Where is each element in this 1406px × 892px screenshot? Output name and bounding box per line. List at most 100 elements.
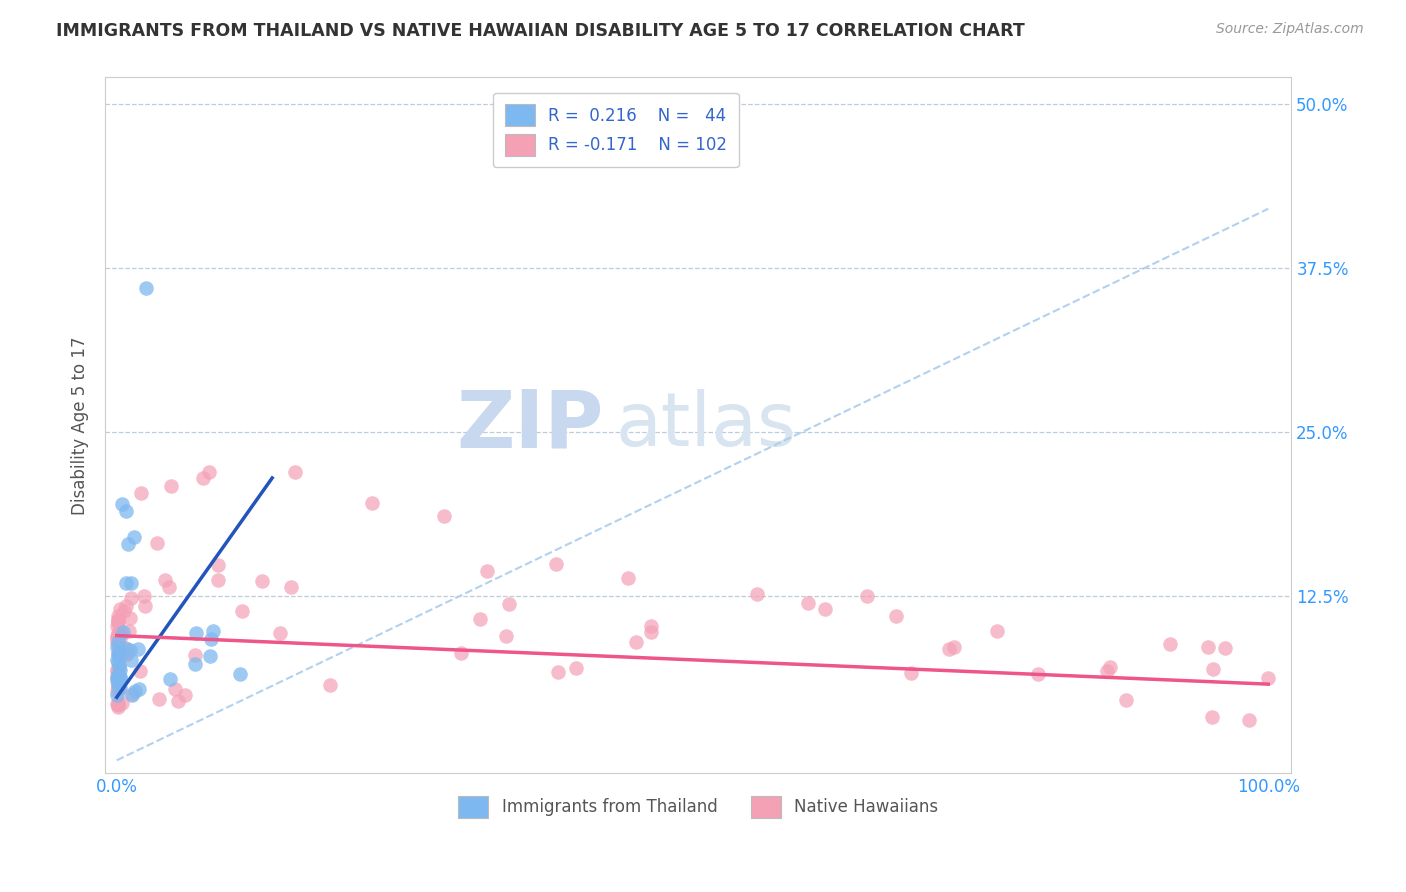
Point [107, 670, 129, 684]
Point [202, 624, 225, 639]
Point [450, 646, 472, 660]
Point [617, 571, 640, 585]
Point [127, 642, 149, 657]
Point [107, 655, 129, 669]
Point [159, 672, 181, 686]
Point [250, 574, 273, 589]
Point [269, 625, 291, 640]
Point [105, 684, 128, 698]
Point [107, 667, 129, 681]
Point [115, 599, 138, 613]
Point [108, 628, 131, 642]
Point [108, 650, 131, 665]
Point [114, 641, 136, 656]
Point [105, 665, 128, 679]
Point [284, 465, 307, 479]
Point [122, 530, 145, 544]
Point [105, 632, 128, 646]
Point [198, 648, 221, 663]
Point [111, 624, 134, 639]
Point [120, 591, 142, 606]
Point [183, 657, 205, 671]
Point [470, 612, 492, 626]
Point [797, 596, 820, 610]
Point [107, 698, 129, 712]
Point [433, 509, 456, 524]
Point [193, 471, 215, 485]
Point [1115, 693, 1137, 707]
Point [184, 625, 207, 640]
Point [108, 681, 131, 695]
Point [107, 673, 129, 688]
Point [640, 624, 662, 639]
Point [107, 681, 129, 695]
Point [134, 590, 156, 604]
Point [107, 675, 129, 690]
Point [118, 624, 141, 638]
Point [108, 648, 131, 663]
Point [110, 673, 132, 688]
Point [546, 557, 568, 571]
Point [475, 564, 498, 578]
Point [231, 604, 253, 618]
Point [105, 619, 128, 633]
Point [107, 615, 129, 629]
Point [108, 659, 131, 673]
Point [112, 604, 135, 618]
Point [108, 670, 131, 684]
Point [114, 647, 136, 661]
Text: ZIP: ZIP [456, 386, 603, 465]
Point [107, 678, 129, 692]
Point [107, 613, 129, 627]
Point [107, 668, 129, 682]
Point [159, 580, 181, 594]
Point [134, 599, 156, 613]
Point [107, 608, 129, 623]
Point [107, 625, 129, 640]
Point [115, 504, 138, 518]
Point [943, 640, 966, 654]
Point [148, 692, 170, 706]
Point [1159, 637, 1181, 651]
Point [1197, 640, 1219, 654]
Y-axis label: Disability Age 5 to 17: Disability Age 5 to 17 [72, 336, 89, 515]
Point [105, 640, 128, 655]
Point [624, 634, 647, 648]
Point [107, 615, 129, 629]
Point [174, 689, 197, 703]
Point [105, 653, 128, 667]
Point [129, 664, 152, 678]
Point [197, 465, 219, 479]
Point [129, 486, 152, 500]
Point [105, 662, 128, 676]
Point [120, 576, 142, 591]
Point [115, 648, 138, 662]
Point [495, 629, 517, 643]
Point [108, 671, 131, 685]
Point [107, 696, 129, 710]
Point [280, 580, 302, 594]
Point [640, 619, 662, 633]
Point [146, 536, 169, 550]
Point [108, 662, 131, 676]
Point [207, 558, 229, 573]
Point [105, 629, 128, 643]
Text: IMMIGRANTS FROM THAILAND VS NATIVE HAWAIIAN DISABILITY AGE 5 TO 17 CORRELATION C: IMMIGRANTS FROM THAILAND VS NATIVE HAWAI… [56, 22, 1025, 40]
Point [107, 647, 129, 661]
Text: Source: ZipAtlas.com: Source: ZipAtlas.com [1216, 22, 1364, 37]
Point [564, 661, 586, 675]
Point [163, 682, 186, 697]
Point [900, 666, 922, 681]
Point [1237, 714, 1260, 728]
Point [124, 684, 146, 698]
Point [229, 667, 252, 681]
Point [107, 635, 129, 649]
Point [107, 700, 129, 714]
Point [1201, 709, 1223, 723]
Point [107, 614, 129, 628]
Point [1097, 664, 1119, 678]
Point [115, 641, 138, 656]
Point [108, 663, 131, 677]
Point [155, 573, 177, 587]
Point [107, 681, 129, 696]
